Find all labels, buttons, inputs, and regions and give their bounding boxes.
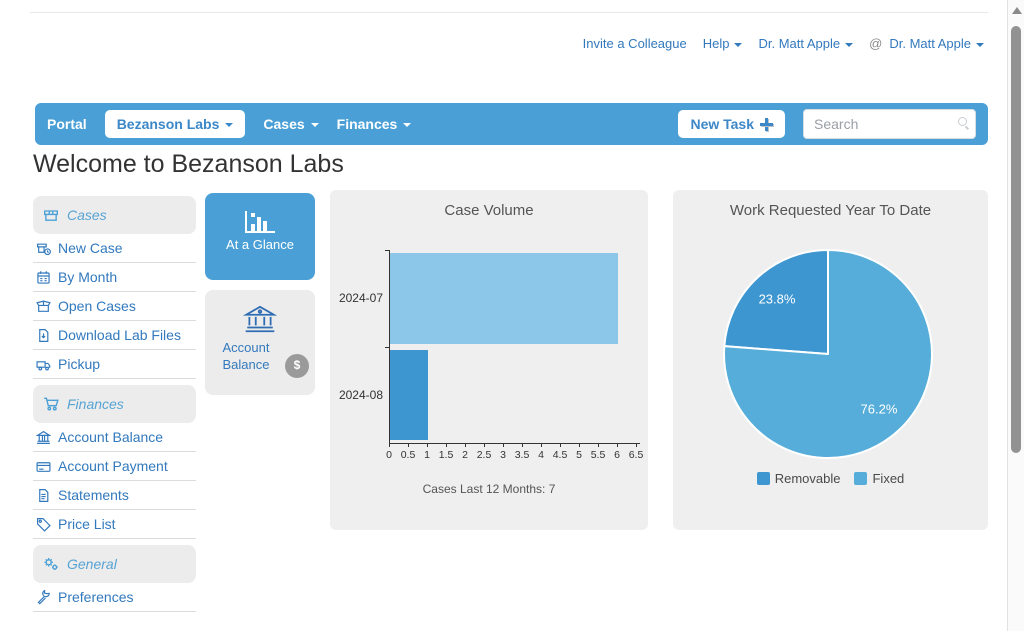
x-axis-tick-label: 1 (424, 449, 430, 461)
credit-card-icon (36, 461, 51, 472)
lab-selector-dropdown[interactable]: Bezanson Labs (104, 110, 246, 138)
chevron-down-icon (976, 42, 984, 47)
x-axis-tick-label: 3 (500, 449, 506, 461)
file-download-icon (39, 328, 49, 342)
x-axis-tick-label: 5 (576, 449, 582, 461)
statement-document-icon (39, 488, 49, 502)
sidebar-item-preferences[interactable]: Preferences (33, 583, 196, 612)
x-axis-tick-label: 0 (386, 449, 392, 461)
new-case-icon (37, 243, 51, 255)
search-input[interactable] (803, 109, 976, 139)
x-axis-tick-label: 4.5 (552, 449, 568, 461)
sidebar-item-account-balance[interactable]: Account Balance (33, 423, 196, 452)
sidebar-item-download-lab-files[interactable]: Download Lab Files (33, 321, 196, 350)
sidebar: Cases New Case By Month Open Cases Downl… (33, 196, 196, 612)
bar-chart-title: Case Volume (444, 202, 534, 219)
calendar-icon (37, 270, 50, 284)
price-tag-icon (37, 517, 51, 532)
account-balance-label: Account Balance (222, 340, 270, 372)
x-axis-tick-label: 6.5 (628, 449, 644, 461)
work-requested-chart-card: Work Requested Year To Date Removable Fix… (673, 190, 988, 530)
chevron-down-icon (734, 42, 743, 47)
x-axis-tick-label: 5.5 (590, 449, 606, 461)
wrench-icon (37, 589, 50, 604)
sidebar-item-new-case[interactable]: New Case (33, 234, 196, 263)
sidebar-item-account-payment[interactable]: Account Payment (33, 452, 196, 481)
bank-icon (36, 430, 51, 444)
chevron-down-icon (310, 123, 319, 127)
page-title: Welcome to Bezanson Labs (33, 150, 344, 178)
search-icon (958, 117, 967, 126)
sidebar-item-price-list[interactable]: Price List (33, 510, 196, 539)
x-axis-tick-label: 4 (538, 449, 544, 461)
bar-plot: 2024-07 2024-08 0 0.5 1 1.5 2 2.5 3 3.5 4 4.5 5 5.5 6 6… (330, 190, 648, 530)
nav-portal[interactable]: Portal (47, 116, 87, 132)
finances-cart-icon (44, 397, 59, 411)
top-divider (30, 12, 988, 13)
gears-icon (44, 558, 58, 570)
x-axis-tick-label: 6 (614, 449, 620, 461)
at-symbol: @ (869, 36, 883, 51)
pie-slice-fixed (723, 249, 933, 459)
bar-2024-08 (390, 349, 428, 440)
plus-icon (760, 117, 773, 131)
x-axis-tick-label: 0.5 (400, 449, 416, 461)
sidebar-section-general: General (33, 545, 196, 583)
pie-slice-label: 76.2% (860, 401, 898, 417)
pie-chart-title: Work Requested Year To Date (729, 202, 932, 219)
pie-slice-label: 23.8% (758, 291, 796, 307)
bank-icon (242, 305, 278, 333)
scroll-up-arrow-icon[interactable] (1012, 7, 1022, 14)
legend-item-removable: Removable (756, 471, 840, 486)
chevron-down-icon (225, 123, 234, 127)
at-a-glance-label: At a Glance (226, 237, 294, 252)
pie-legend: Removable Fixed (673, 471, 988, 486)
legend-swatch (756, 472, 770, 485)
x-axis-tick-label: 3.5 (514, 449, 530, 461)
bar-2024-07 (390, 253, 618, 344)
sidebar-item-pickup[interactable]: Pickup (33, 350, 196, 379)
account-balance-button[interactable]: Account Balance $ (205, 290, 315, 395)
case-volume-chart-card: Case Volume 2024-07 2024-08 0 0.5 1 1.5 2 2.5 3 3… (330, 190, 648, 530)
sidebar-section-cases: Cases (33, 196, 196, 234)
bar-chart-caption: Cases Last 12 Months: 7 (422, 482, 556, 496)
practice-menu[interactable]: @ Dr. Matt Apple (869, 36, 984, 51)
search-box (803, 109, 976, 139)
legend-item-fixed: Fixed (854, 471, 904, 486)
sidebar-section-finances: Finances (33, 385, 196, 423)
truck-icon (36, 360, 51, 371)
sidebar-item-statements[interactable]: Statements (33, 481, 196, 510)
bar-chart-icon (245, 211, 275, 233)
x-axis-tick-label: 2 (462, 449, 468, 461)
user-menu[interactable]: Dr. Matt Apple (758, 36, 854, 51)
invite-colleague-link[interactable]: Invite a Colleague (582, 36, 687, 51)
cases-box-icon (44, 210, 58, 221)
nav-finances-menu[interactable]: Finances (337, 116, 412, 132)
new-task-button[interactable]: New Task (678, 110, 785, 138)
x-axis-tick-label: 1.5 (438, 449, 454, 461)
open-box-icon (36, 300, 51, 312)
help-menu[interactable]: Help (703, 36, 743, 51)
pie-chart (723, 249, 933, 459)
x-axis-tick-label: 2.5 (476, 449, 492, 461)
pie-slice-removable (723, 249, 829, 355)
vertical-scrollbar (1007, 0, 1024, 631)
main-navbar: Portal Bezanson Labs Cases Finances New … (35, 103, 988, 145)
nav-cases-menu[interactable]: Cases (263, 116, 319, 132)
sidebar-item-open-cases[interactable]: Open Cases (33, 292, 196, 321)
dollar-badge: $ (285, 353, 309, 378)
utility-links: Invite a Colleague Help Dr. Matt Apple @… (583, 36, 984, 51)
legend-swatch (854, 472, 868, 485)
scrollbar-thumb[interactable] (1011, 26, 1021, 453)
y-axis-label: 2024-08 (338, 387, 383, 402)
at-a-glance-button[interactable]: At a Glance (205, 193, 315, 280)
chevron-down-icon (403, 123, 412, 127)
chevron-down-icon (845, 42, 854, 47)
y-axis-label: 2024-07 (338, 291, 383, 306)
sidebar-item-by-month[interactable]: By Month (33, 263, 196, 292)
